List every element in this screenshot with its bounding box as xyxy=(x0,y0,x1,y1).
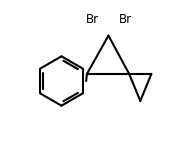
Text: Br: Br xyxy=(119,13,132,26)
Text: Br: Br xyxy=(86,13,99,26)
